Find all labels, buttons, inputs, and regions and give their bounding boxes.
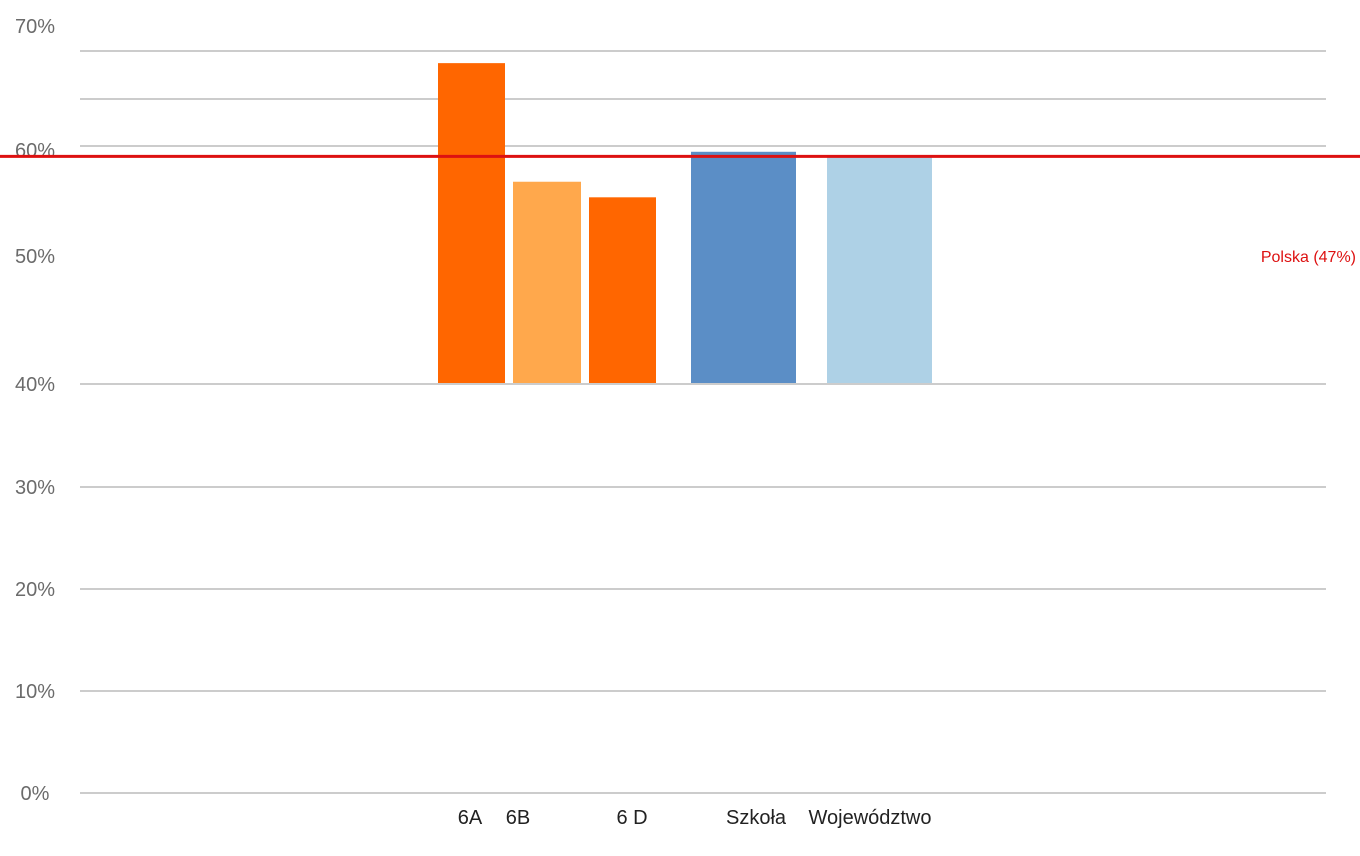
y-axis-ticks: 0% 10% 20% 30% 40% 50% 60% 70% (15, 16, 55, 805)
y-tick-label: 50% (15, 246, 55, 268)
x-category-label: 6 D (616, 807, 647, 829)
bar-6a (438, 63, 505, 383)
bar-6-d (589, 197, 656, 383)
bar-szkoła (691, 151, 796, 383)
x-category-label: Szkoła (726, 807, 787, 829)
y-tick-label: 0% (21, 783, 50, 805)
bar-województwo (827, 155, 932, 383)
x-category-label: 6A (458, 807, 483, 829)
gridlines (80, 50, 1326, 794)
y-tick-label: 60% (15, 140, 55, 162)
bar-6b (513, 181, 581, 383)
reference-line-label: Polska (47%) (1261, 249, 1356, 266)
bars (438, 63, 932, 383)
y-tick-label: 40% (15, 374, 55, 396)
y-tick-label: 10% (15, 681, 55, 703)
y-tick-label: 20% (15, 579, 55, 601)
y-tick-label: 70% (15, 16, 55, 38)
y-tick-label: 30% (15, 477, 55, 499)
x-category-label: 6B (506, 807, 530, 829)
x-axis-categories: 6A 6B 6 D Szkoła Województwo (458, 807, 932, 829)
x-category-label: Województwo (808, 807, 931, 829)
